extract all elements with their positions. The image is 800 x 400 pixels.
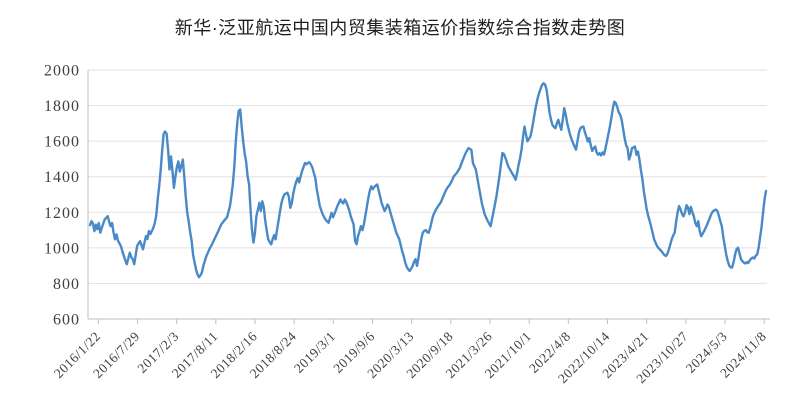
y-axis-label: 1800 — [44, 98, 80, 115]
y-axis-label: 800 — [53, 276, 80, 293]
series-line — [88, 82, 768, 279]
y-axis-label: 1000 — [44, 240, 80, 257]
y-axis-label: 2000 — [44, 63, 80, 80]
y-axis-label: 1600 — [44, 134, 80, 151]
y-axis-label: 1400 — [44, 169, 80, 186]
x-axis-label: 2019/3/1 — [291, 329, 338, 376]
chart-title: 新华·泛亚航运中国内贸集装箱运价指数综合指数走势图 — [174, 18, 626, 38]
y-axis-label: 600 — [53, 312, 80, 329]
y-axis-label: 1200 — [44, 205, 80, 222]
